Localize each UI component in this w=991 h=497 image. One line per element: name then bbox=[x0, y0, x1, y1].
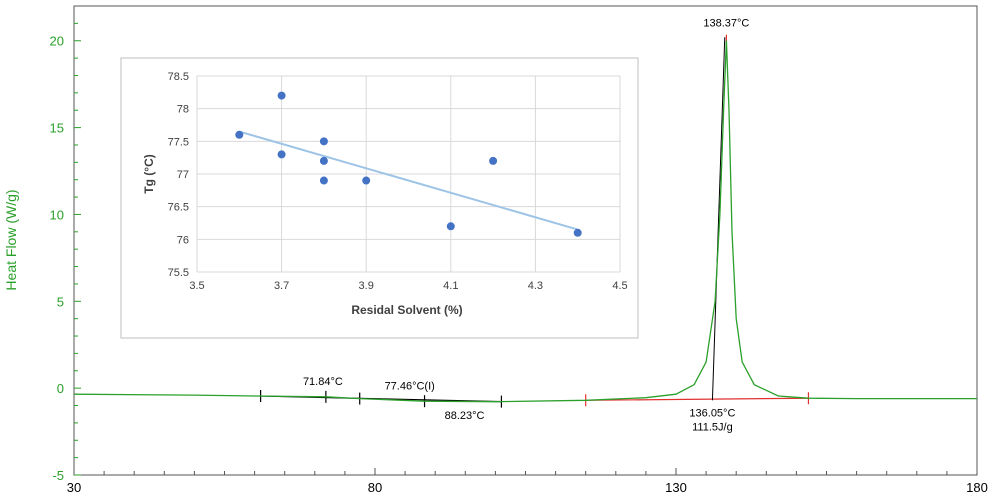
inset-y-tick-label: 76 bbox=[177, 234, 189, 246]
y-axis-label: Heat Flow (W/g) bbox=[3, 189, 19, 290]
inset-data-point bbox=[319, 176, 328, 185]
x-tick-label: 130 bbox=[665, 480, 687, 495]
inset-x-tick-label: 4.5 bbox=[612, 280, 627, 292]
inset-data-point bbox=[319, 156, 328, 165]
annotation-label: 77.46°C(I) bbox=[385, 381, 435, 393]
inset-x-tick-label: 3.9 bbox=[359, 280, 374, 292]
heat-flow-curve bbox=[73, 40, 977, 403]
inset-scatter-chart: 75.5 76 76.5 77 77.5 78 78.5 3.5 3.7 3.9 4.1 4.3 4.5 bbox=[168, 71, 628, 292]
y-tick-label: 5 bbox=[57, 294, 64, 309]
inset-y-tick-label: 75.5 bbox=[168, 267, 189, 279]
inset-x-tick-label: 3.7 bbox=[274, 280, 289, 292]
annotation-label: 88.23°C bbox=[445, 410, 485, 422]
inset-data-point bbox=[446, 222, 455, 231]
annotations: 138.37°C 71.84°C 77.46°C(I) 88.23°C 136.05°C… bbox=[303, 18, 749, 434]
inset-y-tick-label: 76.5 bbox=[168, 202, 189, 214]
inset-x-tick-label: 4.1 bbox=[443, 280, 458, 292]
inset-x-tick-label: 4.3 bbox=[528, 280, 543, 292]
inset-data-point bbox=[235, 130, 244, 139]
onset-tangent bbox=[711, 37, 726, 401]
inset-y-tick-label: 77 bbox=[177, 169, 189, 181]
inset-y-tick-label: 78.5 bbox=[168, 71, 189, 83]
x-tick-label: 80 bbox=[368, 480, 382, 495]
main-axis-ticks: 30 80 130 180 -5 0 5 10 15 20 bbox=[50, 22, 988, 495]
x-tick-label: 180 bbox=[966, 480, 988, 495]
inset-data-point bbox=[489, 156, 498, 165]
inset-data-point bbox=[573, 228, 582, 237]
annotation-label: 138.37°C bbox=[703, 18, 749, 30]
y-tick-label: 15 bbox=[50, 121, 64, 136]
annotation-label: 111.5J/g bbox=[692, 421, 733, 433]
y-tick-label: 20 bbox=[50, 34, 64, 49]
inset-y-axis-label: Tg (°C) bbox=[142, 154, 156, 193]
inset-data-point bbox=[277, 91, 286, 100]
x-tick-label: 30 bbox=[67, 480, 81, 495]
inset-y-tick-label: 77.5 bbox=[168, 136, 189, 148]
annotation-label: 71.84°C bbox=[303, 376, 343, 388]
annotation-label: 136.05°C bbox=[689, 407, 735, 419]
inset-x-tick-label: 3.5 bbox=[189, 280, 204, 292]
inset-x-axis-label: Residal Solvent (%) bbox=[351, 303, 462, 317]
inset-data-point bbox=[277, 150, 286, 159]
y-tick-label: -5 bbox=[52, 468, 64, 483]
inset-y-tick-label: 78 bbox=[177, 104, 189, 116]
inset-trendline bbox=[239, 130, 578, 231]
y-tick-label: 0 bbox=[57, 381, 64, 396]
inset-data-point bbox=[362, 176, 371, 185]
melt-baseline bbox=[585, 397, 809, 401]
inset-box bbox=[120, 57, 639, 339]
inset-data-point bbox=[319, 137, 328, 146]
y-tick-label: 10 bbox=[50, 207, 64, 222]
